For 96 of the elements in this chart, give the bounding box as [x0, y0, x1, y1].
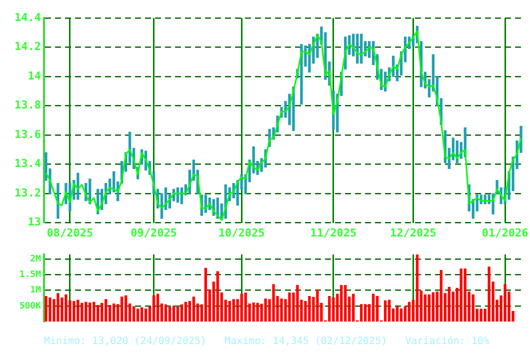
bar [352, 294, 355, 322]
bar [256, 302, 259, 322]
y-tick-label: 13.4 [14, 157, 42, 170]
y-tick-label: 1.5M [19, 270, 42, 280]
bar [216, 271, 219, 322]
y-tick-label: 13.8 [14, 98, 41, 112]
bar [144, 308, 148, 322]
bar [56, 182, 60, 219]
bar [120, 296, 124, 322]
bar [56, 293, 60, 322]
bar [416, 254, 419, 322]
bar [364, 304, 367, 322]
y-tick-label: 13 [28, 216, 41, 229]
bar [428, 294, 431, 322]
bar [488, 266, 490, 322]
bar [480, 308, 482, 322]
bar [332, 298, 335, 322]
text: Minimo: 13,020 (24/09/2025) [44, 336, 207, 347]
bar [372, 294, 375, 322]
bar [404, 306, 407, 322]
y-tick-label: 13.2 [14, 186, 41, 200]
x-tick-label: 08/2025 [46, 226, 94, 240]
bar [464, 268, 466, 322]
bar [172, 306, 176, 322]
y-tick-label: 14.4 [14, 10, 42, 24]
bar [244, 292, 247, 322]
bar [344, 285, 347, 322]
y-tick-label: 14.2 [14, 40, 41, 54]
bar [280, 298, 283, 322]
bar [400, 308, 403, 322]
y-tick-label: 500K [19, 301, 42, 312]
bar [92, 302, 96, 322]
y-tick-label: 2M [30, 254, 42, 264]
bar [252, 302, 255, 322]
bar [316, 289, 319, 322]
bar [168, 306, 172, 322]
bar [360, 304, 363, 322]
bar [288, 292, 291, 322]
bar [340, 285, 343, 322]
bar [156, 294, 160, 322]
bar [424, 294, 427, 322]
x-tick-label: 09/2025 [130, 226, 177, 240]
bar [176, 306, 180, 322]
bar [300, 44, 303, 105]
x-tick-label: 01/2026 [482, 226, 529, 240]
bar [192, 296, 196, 322]
bar [76, 300, 80, 322]
bar [232, 299, 235, 322]
bar [396, 306, 399, 322]
bar [136, 308, 140, 322]
bar [188, 300, 192, 322]
bar [76, 172, 80, 200]
bar [184, 302, 188, 322]
bar [240, 294, 243, 322]
bar [408, 302, 411, 322]
bar [48, 298, 52, 322]
x-tick-label: 10/2025 [218, 226, 265, 240]
text: Maximo: 14,345 (02/12/2025) [224, 336, 388, 347]
bar [376, 296, 379, 322]
y-tick-label: 13.6 [14, 128, 42, 141]
bar [228, 300, 231, 322]
bar [388, 300, 391, 322]
bar [180, 304, 184, 322]
text: Variación: 10% [405, 336, 490, 347]
bar [328, 296, 331, 322]
bar [152, 295, 156, 322]
bar [164, 304, 168, 322]
bar [132, 306, 136, 322]
bar [272, 284, 275, 322]
bar [448, 286, 450, 322]
bar [72, 300, 76, 322]
bar [88, 302, 92, 322]
bar [432, 292, 435, 322]
bar [124, 295, 128, 322]
y-tick-label: 1M [30, 286, 42, 296]
bar [440, 270, 442, 322]
bar [44, 296, 48, 322]
x-tick-label: 11/2025 [310, 226, 357, 240]
bar [308, 296, 311, 322]
x-tick-label: 12/2025 [390, 226, 436, 240]
bar [140, 307, 144, 322]
bar [112, 303, 116, 322]
bar [204, 268, 207, 322]
bar [472, 294, 474, 322]
bar [104, 299, 108, 322]
bar [460, 268, 462, 322]
bar [80, 302, 84, 322]
bar [264, 298, 267, 322]
bar [96, 305, 100, 322]
bar [384, 300, 387, 322]
bar [504, 284, 506, 322]
bar [100, 302, 104, 322]
y-tick-label: 14 [28, 69, 42, 82]
bar [296, 285, 299, 322]
bar [64, 294, 68, 322]
bar [84, 302, 88, 322]
